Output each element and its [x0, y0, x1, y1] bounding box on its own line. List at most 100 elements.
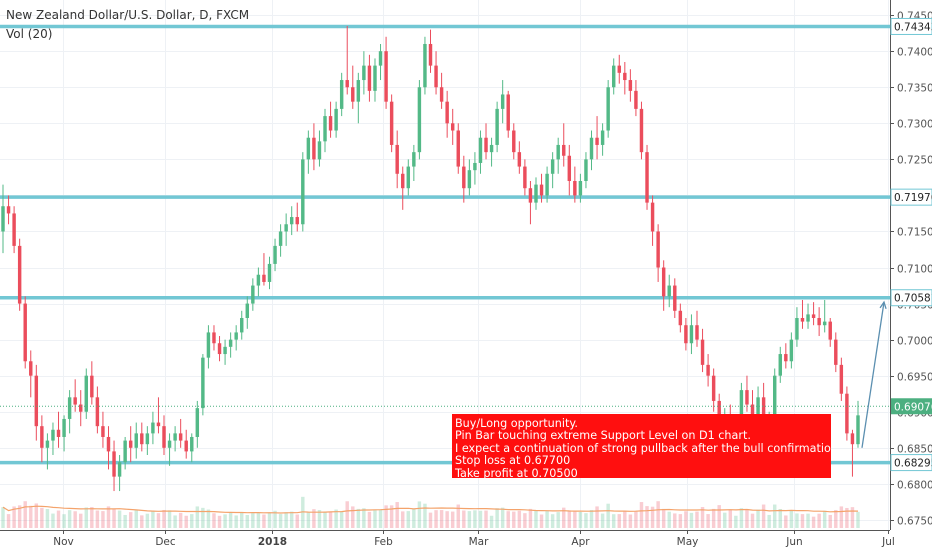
volume-bar — [750, 513, 755, 528]
candle-body — [856, 415, 860, 445]
candle-body — [600, 130, 605, 145]
volume-bar — [728, 509, 733, 528]
volume-bar — [284, 512, 288, 528]
candle-body — [273, 245, 277, 264]
candle-body — [828, 321, 832, 340]
volume-bar — [761, 504, 766, 528]
volume-bar — [412, 509, 416, 528]
candle-body — [79, 404, 83, 412]
candle-body — [506, 94, 510, 131]
volume-bar — [689, 512, 694, 528]
time-axis[interactable]: Nov Dec 2018 Feb Mar Apr May Jun Jul — [0, 530, 895, 548]
candle-body — [67, 397, 72, 419]
volume-bar — [134, 510, 138, 528]
volume-bar — [40, 507, 44, 528]
volume-bar — [717, 505, 721, 528]
candle-body — [539, 184, 544, 196]
volume-bar — [734, 515, 738, 528]
candle-body — [295, 217, 299, 225]
candle-body — [689, 325, 694, 344]
volume-bar — [217, 515, 222, 528]
candle-body — [389, 101, 394, 145]
volume-bar — [339, 511, 344, 528]
volume-bar — [528, 508, 533, 528]
candle-body — [339, 80, 344, 109]
volume-bar — [539, 514, 544, 528]
candle-body — [156, 422, 161, 427]
volume-bar — [223, 514, 227, 528]
price-axis[interactable]: 0.675000.680000.685000.690000.695000.700… — [890, 0, 932, 550]
candle-body — [462, 166, 466, 189]
candle-body — [634, 90, 638, 109]
candle-body — [650, 202, 655, 232]
volume-bar — [334, 509, 338, 528]
volume-bar — [34, 503, 39, 528]
volume-bar — [478, 510, 483, 528]
volume-bar — [739, 508, 744, 528]
candle-body — [334, 108, 338, 131]
candle-body — [128, 440, 133, 448]
candle-body — [173, 433, 177, 441]
volume-bar — [345, 501, 349, 528]
candle-body — [822, 321, 827, 326]
candle-body — [306, 137, 311, 160]
x-tick-label: Dec — [155, 536, 176, 548]
candle-body — [656, 231, 660, 268]
candle-body — [473, 162, 477, 171]
level-price-box — [890, 17, 932, 35]
volume-bar — [173, 515, 177, 528]
volume-bar — [423, 503, 427, 528]
candle-body — [439, 87, 444, 102]
candle-body — [406, 166, 411, 189]
candle-body — [684, 325, 688, 344]
volume-bar — [79, 513, 83, 528]
level-price-box — [890, 454, 932, 472]
candle-body — [567, 155, 572, 181]
candle-body — [312, 137, 316, 160]
volume-bar — [406, 511, 411, 528]
candle-body — [450, 123, 455, 131]
volume-bar — [95, 510, 100, 528]
candle-body — [617, 65, 621, 73]
volume-bar — [428, 512, 433, 528]
volume-bar — [178, 512, 183, 528]
volume-bar — [628, 514, 633, 528]
annotation-line: Pin Bar touching extreme Support Level o… — [455, 429, 751, 443]
candle-body — [456, 130, 460, 167]
volume-bar — [190, 514, 194, 528]
candle-body — [351, 87, 355, 102]
volume-bar — [73, 511, 77, 528]
volume-bar — [378, 510, 383, 528]
candle-body — [206, 332, 211, 358]
volume-bar — [206, 509, 211, 528]
volume-bar — [51, 513, 55, 528]
volume-bar — [417, 501, 422, 528]
candle-body — [167, 440, 172, 448]
overlay — [0, 300, 890, 448]
candle-body — [695, 325, 699, 340]
volume-bar — [312, 509, 316, 528]
volume-bar — [639, 502, 644, 528]
candle-body — [739, 390, 744, 427]
volume-bar — [212, 513, 216, 528]
volume-bar — [845, 507, 849, 528]
candle-body — [550, 159, 555, 174]
candle-body — [700, 339, 705, 365]
volume-bar — [745, 510, 749, 528]
volume-bar — [673, 513, 677, 528]
candle-body — [145, 433, 150, 445]
candle-body — [378, 51, 383, 66]
candle-body — [267, 263, 272, 282]
volume-bar — [623, 511, 627, 528]
volume-bar — [795, 513, 799, 528]
volume-bar — [834, 509, 838, 528]
candle-body — [140, 433, 144, 445]
annotation-line: Take profit at 0.70500 — [455, 466, 578, 478]
volume-bar — [684, 511, 688, 528]
candle-body — [184, 440, 188, 452]
candle-body — [151, 422, 155, 434]
